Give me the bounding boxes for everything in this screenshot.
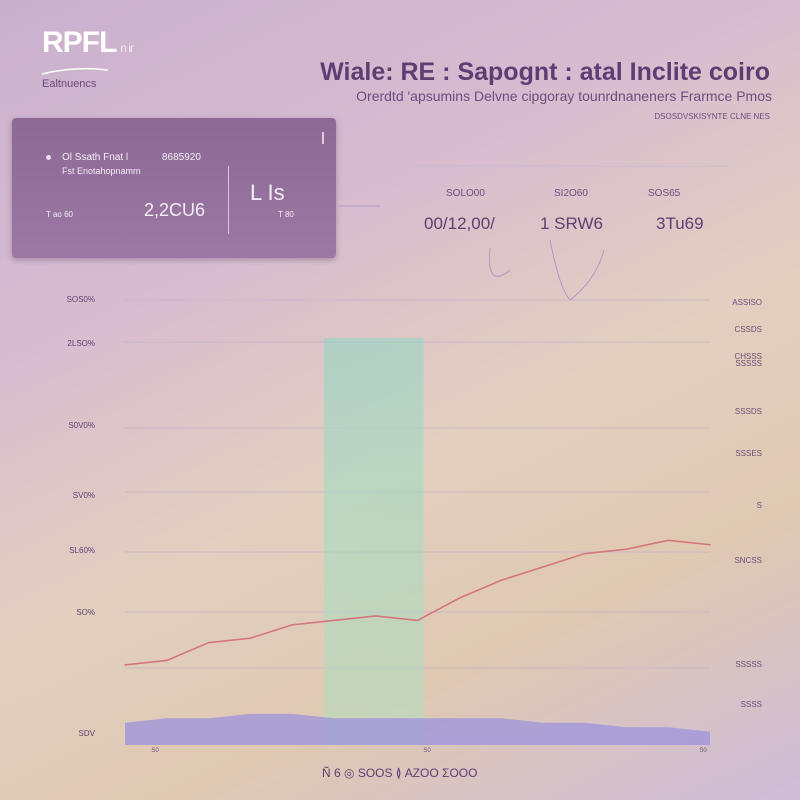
x-tick-label: S0 [151, 748, 159, 754]
card-small-text: T ao 60 [46, 210, 73, 219]
data-point [333, 619, 335, 622]
stat-label: SI2O60 [554, 188, 588, 199]
data-point [124, 664, 126, 666]
data-point [249, 637, 252, 639]
logo-text: RPFL [42, 26, 117, 59]
data-point [374, 615, 377, 617]
x-tick-label: S0 [699, 748, 707, 754]
more-options-icon[interactable] [322, 132, 324, 144]
highlight-band [323, 338, 424, 745]
data-point [583, 552, 586, 555]
highlight-band-rect [323, 338, 424, 745]
card-divider [228, 166, 229, 234]
right-tick-label: SSSS [741, 700, 762, 709]
y-tick-label: 2LSO% [67, 339, 95, 348]
card-right-sub: T 80 [278, 210, 294, 219]
stat-label: SOS65 [648, 188, 681, 199]
status-dot-icon [46, 155, 51, 160]
x-axis: S0 S0 S0 [151, 748, 707, 754]
card-sublabel: Fst Enotahopnamm [62, 166, 141, 176]
data-point [165, 659, 168, 662]
data-point [709, 543, 711, 546]
summary-card[interactable]: Ol Ssath Fnat l Fst Enotahopnamm 8685920… [12, 118, 336, 258]
y-tick-label: SDV [79, 729, 96, 738]
card-heading: Ol Ssath Fnat l [62, 152, 129, 163]
stat-connectors [338, 165, 728, 301]
y-tick-label: SL60% [69, 546, 95, 555]
page-title: Wiale: RE : Sapognt : atal Inclite coiro [320, 58, 770, 86]
y-tick-label: SV0% [73, 491, 95, 500]
y-axis-right: ASSISOCSSDSCHSSSSSSSSSSSDSSSSESSSNCSSSSS… [732, 298, 762, 709]
card-value-label: 8685920 [162, 152, 201, 163]
data-point [458, 597, 461, 599]
data-point [667, 539, 670, 542]
data-point [625, 548, 628, 550]
x-tick-label: S0 [423, 748, 431, 754]
stat-label: SOLO00 [446, 188, 485, 199]
right-tick-label: CSSDS [734, 325, 762, 334]
page-subtitle: Orerdtd 'apsumins Delvne cipgoray tounrd… [356, 88, 772, 104]
card-big-value: 2,2CU6 [144, 200, 206, 220]
right-tick-label: SSSSS [735, 359, 762, 368]
right-tick-label: SSSES [735, 449, 762, 458]
data-point [291, 624, 293, 626]
stat-value: 3Tu69 [656, 214, 704, 233]
data-point [542, 566, 544, 568]
right-tick-label: SSSSS [735, 660, 762, 669]
right-tick-label: SNCSS [734, 556, 762, 565]
series-area [125, 713, 710, 745]
y-tick-label: SOS0% [67, 295, 95, 304]
logo-superscript: n ir [120, 41, 134, 55]
stat-value: 00/12,00/ [424, 214, 495, 233]
page-tagline: DSOSDVSKISYNTE CLNE NES [654, 112, 770, 121]
y-tick-label: SO% [76, 608, 95, 617]
logo-subtitle: Ealtnuencs [42, 78, 97, 90]
data-point [207, 641, 210, 644]
card-right-title: L Is [250, 180, 285, 205]
y-tick-label: S0V0% [68, 421, 95, 430]
right-tick-label: S [757, 501, 762, 510]
y-axis-left: SOS0% 2LSO% S0V0% SV0% SL60% SO% SDV [67, 295, 96, 738]
stats-panel: SOLO00 00/12,00/ SI2O60 1 SRW6 SOS65 3Tu… [410, 168, 730, 258]
chart-series [124, 539, 711, 745]
stat-value: 1 SRW6 [540, 214, 603, 233]
logo-swoosh-icon [41, 67, 109, 75]
chart-footer: Ñ 6 ◎ SOOS ≬ ΑΖΟΟ ΣΟΟΟ [322, 766, 478, 780]
right-tick-label: ASSISO [732, 298, 762, 307]
right-tick-label: SSSDS [735, 407, 762, 416]
right-tick-label: CHSSS [734, 352, 762, 361]
data-point [500, 579, 502, 582]
data-point [416, 619, 419, 622]
